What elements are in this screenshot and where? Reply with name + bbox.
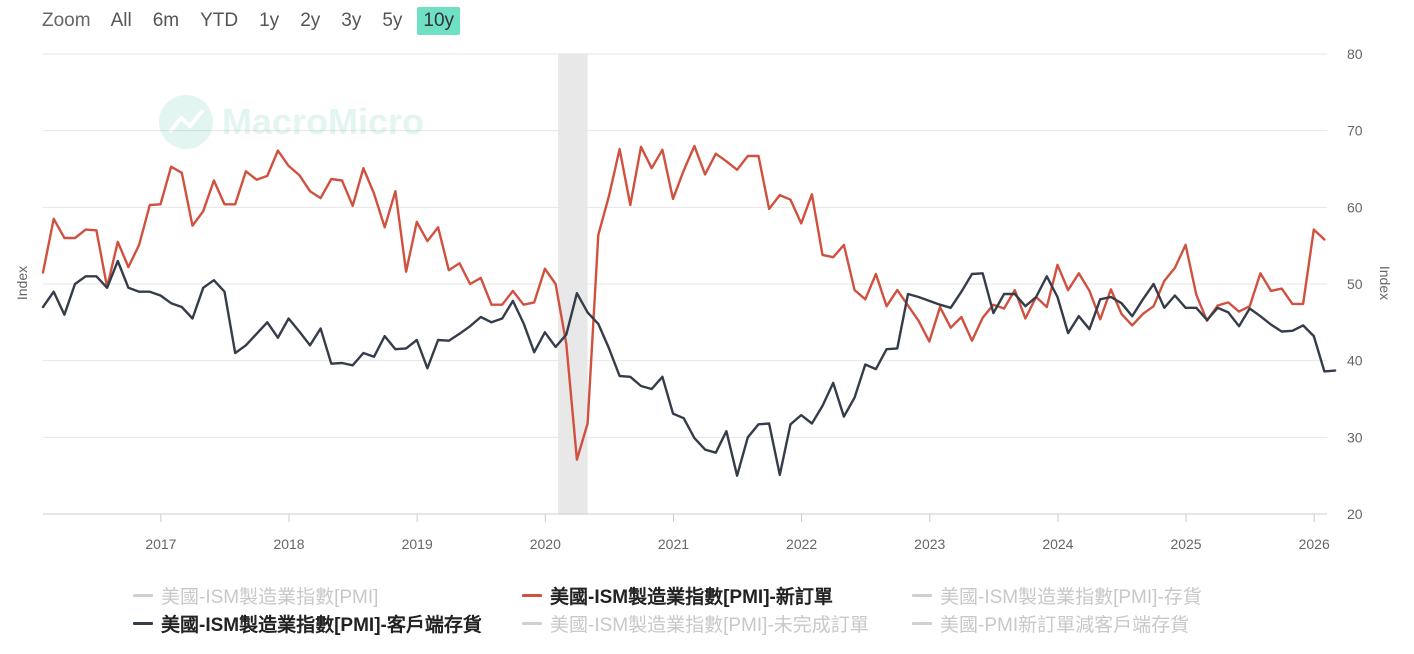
series-layer [41, 144, 1337, 477]
zoom-ytd-button[interactable]: YTD [200, 10, 239, 31]
y-tick-label: 30 [1347, 429, 1363, 445]
x-tick-label: 2023 [914, 536, 945, 552]
legend-item-backlog-orders[interactable]: 美國-ISM製造業指數[PMI]-未完成訂單 [522, 610, 869, 637]
zoom-label: Zoom [42, 10, 91, 31]
legend-swatch [912, 594, 932, 597]
watermark-text: MacroMicro [222, 101, 424, 142]
zoom-3y-button[interactable]: 3y [341, 10, 362, 31]
legend-label: 美國-ISM製造業指數[PMI]-新訂單 [550, 587, 833, 608]
legend-swatch [133, 622, 153, 625]
legend-label: 美國-ISM製造業指數[PMI]-存貨 [940, 587, 1202, 608]
y-tick-label: 70 [1347, 123, 1363, 139]
zoom-1y-button[interactable]: 1y [259, 10, 280, 31]
legend-item-pmi[interactable]: 美國-ISM製造業指數[PMI] [133, 582, 378, 609]
series-line-customer-inventories[interactable] [41, 259, 1337, 477]
y-axis-right-label: Index [1377, 266, 1393, 300]
x-tick-label: 2022 [786, 536, 817, 552]
axes-layer: 20 30 40 50 60 70 80 2017 2018 2019 2020 2021 2022 20… [145, 46, 1362, 552]
x-tick-label: 2021 [658, 536, 689, 552]
watermark-logo-icon [159, 95, 213, 149]
legend-swatch [522, 594, 542, 597]
legend-item-new-orders-minus-inventories[interactable]: 美國-PMI新訂單減客戶端存貨 [912, 610, 1189, 637]
y-tick-label: 80 [1347, 46, 1363, 62]
zoom-6m-button[interactable]: 6m [152, 10, 180, 31]
x-tick-label: 2017 [145, 536, 176, 552]
watermark-logo-mark-icon [168, 108, 205, 134]
watermark: MacroMicro [159, 95, 424, 149]
zoom-5y-button[interactable]: 5y [382, 10, 403, 31]
grid-layer [43, 53, 1327, 515]
legend-label: 美國-ISM製造業指數[PMI]-未完成訂單 [550, 615, 869, 636]
y-tick-label: 60 [1347, 199, 1363, 215]
zoom-10y-button[interactable]: 10y [417, 7, 461, 35]
legend-item-new-orders[interactable]: 美國-ISM製造業指數[PMI]-新訂單 [522, 582, 833, 609]
x-tick-label: 2024 [1042, 536, 1073, 552]
zoom-all-button[interactable]: All [110, 10, 132, 31]
y-tick-label: 50 [1347, 276, 1363, 292]
zoom-bar: Zoom All 6m YTD 1y 2y 3y 5y 10y [42, 6, 469, 36]
legend-item-inventories[interactable]: 美國-ISM製造業指數[PMI]-存貨 [912, 582, 1202, 609]
legend-label: 美國-PMI新訂單減客戶端存貨 [940, 615, 1190, 636]
series-line-new-orders[interactable] [41, 144, 1326, 461]
legend: 美國-ISM製造業指數[PMI] 美國-ISM製造業指數[PMI]-新訂單 美國… [0, 576, 1414, 646]
legend-swatch [133, 594, 153, 597]
x-tick-label: 2020 [530, 536, 561, 552]
legend-label: 美國-ISM製造業指數[PMI] [161, 587, 379, 608]
legend-swatch [522, 622, 542, 625]
x-tick-label: 2019 [402, 536, 433, 552]
x-tick-label: 2026 [1299, 536, 1330, 552]
line-chart[interactable]: MacroMicro 20 30 40 50 60 70 80 2017 2018 2019 202… [0, 0, 1414, 570]
x-tick-label: 2025 [1170, 536, 1201, 552]
x-tick-label: 2018 [273, 536, 304, 552]
legend-item-customer-inventories[interactable]: 美國-ISM製造業指數[PMI]-客戶端存貨 [133, 610, 482, 637]
y-tick-label: 20 [1347, 506, 1363, 522]
y-axis-left-label: Index [14, 266, 30, 300]
legend-swatch [912, 622, 932, 625]
y-tick-label: 40 [1347, 353, 1363, 369]
legend-label: 美國-ISM製造業指數[PMI]-客戶端存貨 [161, 615, 482, 636]
zoom-2y-button[interactable]: 2y [300, 10, 321, 31]
